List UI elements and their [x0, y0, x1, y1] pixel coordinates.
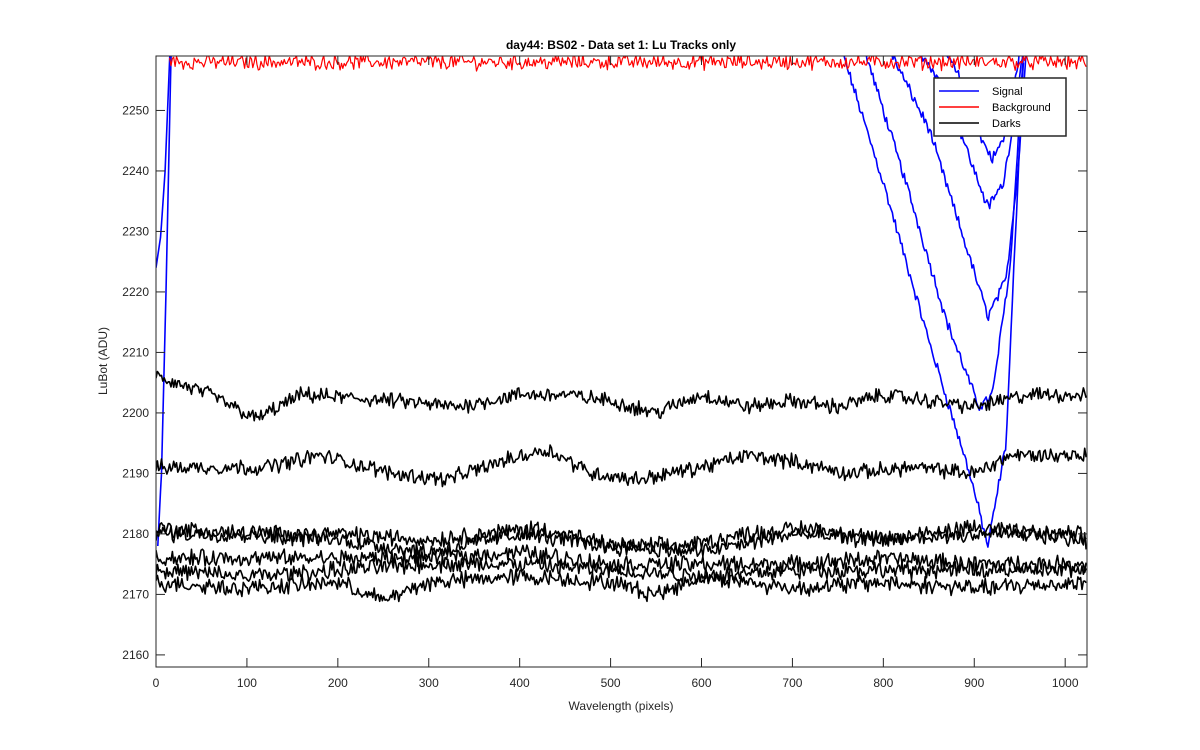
- series-line-signal-1: [157, 56, 172, 547]
- x-tick-label: 0: [153, 676, 160, 690]
- legend-label-darks: Darks: [992, 118, 1021, 130]
- series-line-signal-4: [891, 56, 1027, 322]
- series-layer: [156, 56, 1087, 603]
- plot-frame: [155, 55, 1088, 668]
- y-tick-label: 2220: [122, 285, 149, 299]
- y-tick-label: 2250: [122, 103, 149, 117]
- x-tick-label: 700: [782, 676, 802, 690]
- y-tick-label: 2160: [122, 648, 149, 662]
- x-axis-label: Wavelength (pixels): [569, 699, 674, 713]
- y-tick-label: 2190: [122, 466, 149, 480]
- axes-layer: 0 100 200 300 400 500 600 700 800 900 1000 2160 2170…: [122, 56, 1087, 690]
- series-line-signal-3: [865, 56, 1025, 411]
- x-tick-label: 200: [328, 676, 348, 690]
- y-axis-label: LuBot (ADU): [96, 327, 110, 395]
- legend-label-background: Background: [992, 102, 1051, 114]
- y-tick-label: 2230: [122, 224, 149, 238]
- series-line-darks-9: [156, 444, 1087, 488]
- series-line-signal-2: [843, 56, 1025, 548]
- series-line-darks-13: [156, 555, 1087, 585]
- x-tick-label: 1000: [1052, 676, 1079, 690]
- x-tick-label: 900: [964, 676, 984, 690]
- y-tick-label: 2240: [122, 164, 149, 178]
- series-line-signal-0: [156, 56, 171, 268]
- x-tick-label: 300: [419, 676, 439, 690]
- series-line-darks-11: [156, 519, 1087, 560]
- series-line-darks-14: [156, 567, 1087, 603]
- x-tick-label: 100: [237, 676, 257, 690]
- series-line-darks-12: [156, 544, 1087, 575]
- y-tick-label: 2170: [122, 587, 149, 601]
- legend-label-signal: Signal: [992, 86, 1023, 98]
- series-line-darks-8: [156, 370, 1087, 422]
- series-line-background-7: [169, 56, 1087, 72]
- legend: Signal Background Darks: [933, 77, 1067, 137]
- y-tick-label: 2210: [122, 345, 149, 359]
- y-tick-label: 2180: [122, 527, 149, 541]
- x-tick-label: 500: [601, 676, 621, 690]
- chart-title: day44: BS02 - Data set 1: Lu Tracks only: [506, 38, 736, 52]
- plot-area: [156, 56, 1087, 667]
- x-tick-label: 800: [873, 676, 893, 690]
- x-tick-label: 400: [510, 676, 530, 690]
- y-tick-label: 2200: [122, 406, 149, 420]
- x-tick-label: 600: [691, 676, 711, 690]
